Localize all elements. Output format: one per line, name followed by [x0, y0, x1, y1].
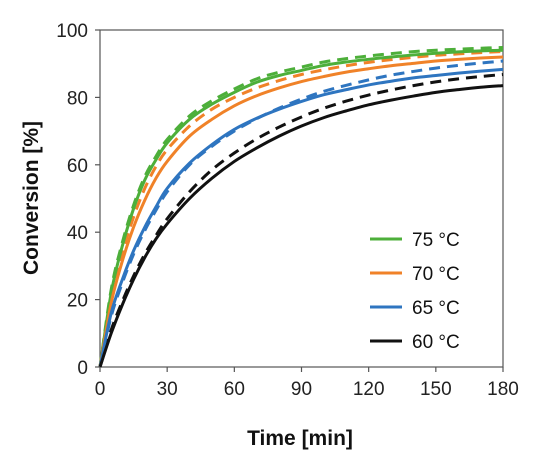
y-tick-label: 40 [67, 223, 88, 244]
y-axis-title: Conversion [%] [20, 121, 43, 275]
y-tick-label: 80 [67, 88, 88, 109]
dashed-line-3 [98, 59, 504, 368]
x-tick-label: 90 [291, 379, 312, 400]
legend-label-3: 65 °C [412, 298, 460, 319]
dashed-line-4 [98, 72, 504, 368]
solid-line-2 [98, 55, 504, 368]
x-tick-label: 120 [353, 379, 385, 400]
solid-line-3 [98, 67, 504, 368]
y-tick-label: 20 [67, 291, 88, 312]
ticks-layer: 0 30 60 90 120 150 180 0 20 40 60 80 100 [56, 21, 519, 400]
legend: 75 °C 70 °C 65 °C 60 °C [370, 230, 460, 353]
x-tick-label: 150 [420, 379, 452, 400]
legend-label-2: 70 °C [412, 264, 460, 285]
solid-line-1 [98, 48, 504, 368]
x-tick-label: 30 [157, 379, 178, 400]
x-tick-label: 0 [95, 379, 106, 400]
dashed-line-2 [98, 50, 504, 368]
y-tick-label: 100 [56, 21, 88, 42]
x-axis-title: Time [min] [247, 427, 353, 450]
solid-line-4 [98, 84, 504, 368]
legend-label-1: 75 °C [412, 230, 460, 251]
y-tick-label: 60 [67, 156, 88, 177]
legend-label-4: 60 °C [412, 332, 460, 353]
dashed-line-1 [98, 46, 504, 368]
x-tick-label: 60 [224, 379, 245, 400]
y-tick-label: 0 [77, 358, 88, 379]
series-layer [98, 46, 504, 368]
x-tick-label: 180 [487, 379, 519, 400]
